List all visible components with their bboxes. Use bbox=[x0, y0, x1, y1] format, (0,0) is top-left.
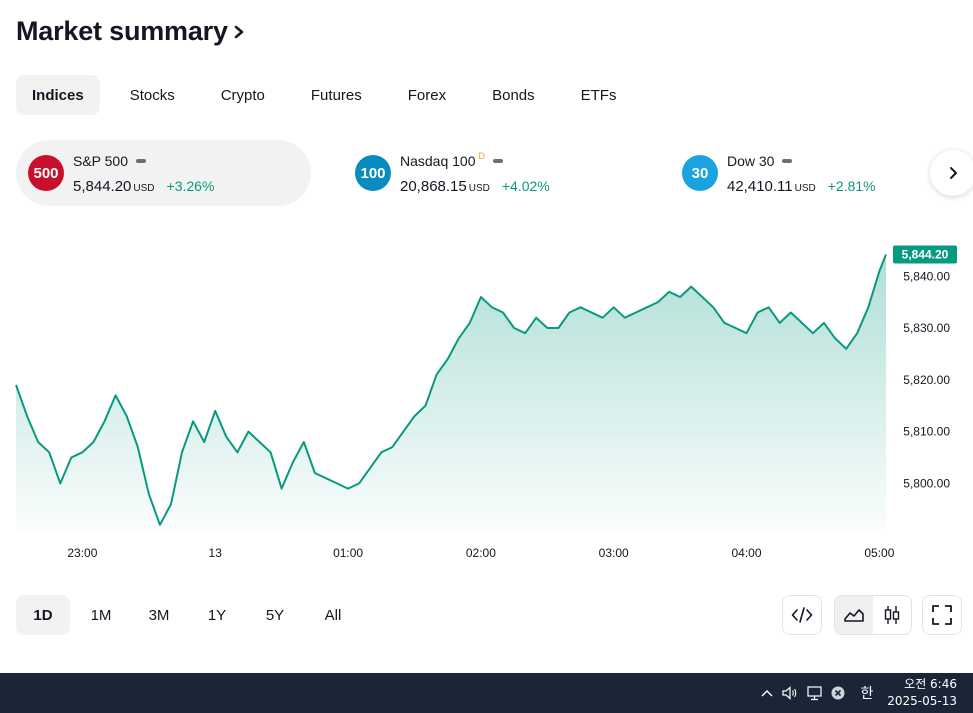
y-axis-tick-label: 5,840.00 bbox=[903, 269, 950, 283]
index-card-dow30[interactable]: 30 Dow 30 42,410.11 USD +2.81% bbox=[670, 140, 930, 206]
index-change: +2.81% bbox=[827, 177, 876, 194]
price-chart[interactable]: 5,800.00 5,810.00 5,820.00 5,830.00 5,840.00… bbox=[0, 230, 973, 570]
index-card-nasdaq100[interactable]: 100 Nasdaq 100 D 20,868.15 USD +4.02% bbox=[343, 140, 643, 206]
volume-button[interactable] bbox=[780, 673, 800, 713]
chevron-right-icon bbox=[234, 25, 244, 38]
range-1y[interactable]: 1Y bbox=[207, 606, 227, 624]
time-range-selector: 1D 1M 3M 1Y 5Y All bbox=[16, 595, 364, 635]
index-name: S&P 500 bbox=[73, 152, 129, 169]
clock-date: 2025-05-13 bbox=[887, 694, 957, 708]
dash-icon bbox=[782, 158, 793, 163]
x-axis-tick-label: 04:00 bbox=[731, 546, 761, 560]
index-value: 20,868.15 bbox=[400, 177, 467, 195]
network-icon bbox=[807, 686, 822, 701]
index-currency: USD bbox=[468, 182, 490, 194]
last-price-text: 5,844.20 bbox=[902, 248, 949, 262]
x-axis-tick-label: 23:00 bbox=[67, 546, 97, 560]
clock-time: 오전 6:46 bbox=[904, 677, 957, 691]
tab-futures[interactable]: Futures bbox=[310, 86, 362, 104]
delayed-marker: D bbox=[478, 150, 486, 161]
x-axis-tick-label: 13 bbox=[209, 546, 223, 560]
code-icon bbox=[791, 607, 813, 623]
price-line bbox=[15, 254, 887, 526]
disconnected-status[interactable] bbox=[829, 673, 847, 713]
scroll-next-button[interactable] bbox=[930, 150, 973, 196]
range-all[interactable]: All bbox=[324, 606, 342, 624]
index-change: +4.02% bbox=[501, 177, 550, 194]
index-badge: 30 bbox=[682, 155, 718, 191]
tab-forex[interactable]: Forex bbox=[407, 86, 447, 104]
tray-overflow-button[interactable] bbox=[758, 673, 776, 713]
chevron-up-icon bbox=[761, 690, 773, 697]
range-3m[interactable]: 3M bbox=[148, 606, 170, 624]
tab-indices[interactable]: Indices bbox=[16, 75, 100, 115]
tab-stocks[interactable]: Stocks bbox=[129, 86, 175, 104]
fullscreen-icon bbox=[932, 605, 952, 625]
range-5y[interactable]: 5Y bbox=[265, 606, 285, 624]
tab-etfs[interactable]: ETFs bbox=[580, 86, 617, 104]
index-currency: USD bbox=[133, 182, 155, 194]
embed-code-button[interactable] bbox=[782, 595, 822, 635]
dash-icon bbox=[136, 158, 147, 163]
index-name: Nasdaq 100 bbox=[400, 152, 476, 169]
network-button[interactable] bbox=[805, 673, 825, 713]
chevron-right-icon bbox=[950, 167, 957, 179]
index-name: Dow 30 bbox=[727, 152, 775, 169]
ime-indicator[interactable]: 한 bbox=[860, 685, 874, 701]
range-1d[interactable]: 1D bbox=[16, 595, 70, 635]
candle-chart-button[interactable] bbox=[873, 596, 911, 634]
windows-taskbar: 한 오전 6:46 2025-05-13 bbox=[0, 673, 973, 713]
candlestick-icon bbox=[884, 606, 900, 624]
index-currency: USD bbox=[794, 182, 816, 194]
index-change: +3.26% bbox=[166, 177, 215, 194]
area-chart-icon bbox=[844, 609, 864, 622]
x-axis-tick-label: 02:00 bbox=[466, 546, 496, 560]
index-cards: 500 S&P 500 5,844.20 USD +3.26% 100 Nasdaq… bbox=[16, 140, 956, 206]
x-axis-tick-label: 01:00 bbox=[333, 546, 363, 560]
area-chart-button[interactable] bbox=[835, 596, 873, 634]
title-text: Market summary bbox=[16, 16, 228, 46]
x-axis-tick-label: 05:00 bbox=[864, 546, 894, 560]
price-area bbox=[16, 254, 886, 530]
y-axis-tick-label: 5,800.00 bbox=[903, 476, 950, 490]
speaker-icon bbox=[782, 686, 797, 700]
index-value: 5,844.20 bbox=[73, 177, 132, 195]
index-value: 42,410.11 bbox=[727, 177, 793, 195]
chart-type-group bbox=[834, 595, 912, 635]
y-axis-tick-label: 5,820.00 bbox=[903, 373, 950, 387]
last-price-label: 5,844.20 bbox=[893, 245, 957, 264]
index-badge: 100 bbox=[355, 155, 391, 191]
x-axis-tick-label: 03:00 bbox=[599, 546, 629, 560]
index-card-sp500[interactable]: 500 S&P 500 5,844.20 USD +3.26% bbox=[16, 140, 311, 206]
market-summary-title[interactable]: Market summary bbox=[16, 16, 246, 47]
tab-bonds[interactable]: Bonds bbox=[492, 86, 535, 104]
fullscreen-button[interactable] bbox=[922, 595, 962, 635]
range-1m[interactable]: 1M bbox=[90, 606, 112, 624]
taskbar-clock[interactable]: 오전 6:46 2025-05-13 bbox=[887, 676, 957, 710]
tab-crypto[interactable]: Crypto bbox=[220, 86, 265, 104]
y-axis-tick-label: 5,830.00 bbox=[903, 321, 950, 335]
close-circle-icon bbox=[831, 686, 845, 700]
dash-icon bbox=[493, 158, 504, 163]
index-badge: 500 bbox=[28, 155, 64, 191]
y-axis-tick-label: 5,810.00 bbox=[903, 425, 950, 439]
category-tabs: Indices Stocks Crypto Futures Forex Bond… bbox=[16, 75, 646, 115]
